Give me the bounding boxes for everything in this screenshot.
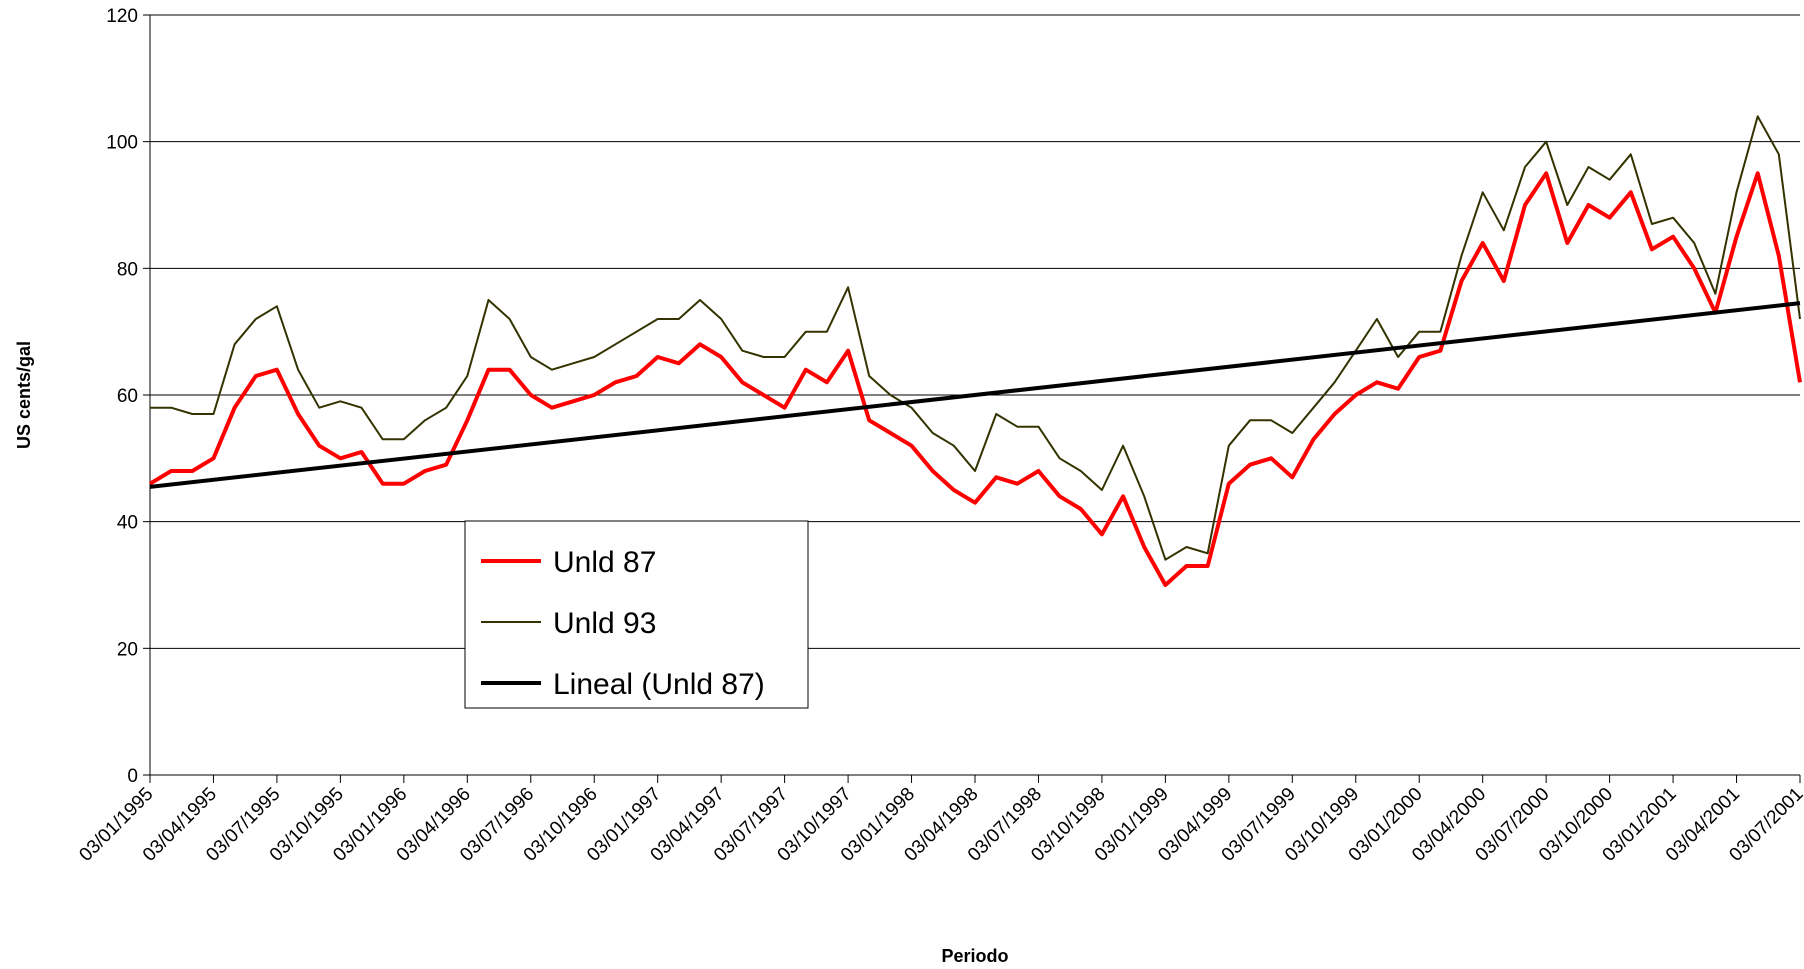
legend-box [464,520,809,709]
y-tick-label: 120 [106,6,138,27]
y-tick-label: 20 [117,639,138,660]
y-tick-label: 80 [117,259,138,280]
y-tick-label: 100 [106,133,138,154]
y-tick-label: 60 [117,386,138,407]
series-line [150,115,1801,561]
legend-label: Lineal (Unld 87) [553,668,765,701]
x-axis-label: Periodo [941,946,1008,966]
series-line [148,171,1802,587]
legend-label: Unld 93 [553,607,656,640]
y-tick-label: 0 [127,766,138,787]
y-axis-label: US cents/gal [14,341,34,449]
legend-label: Unld 87 [553,546,656,579]
y-tick-label: 40 [117,513,138,534]
trend-line [149,301,1801,489]
